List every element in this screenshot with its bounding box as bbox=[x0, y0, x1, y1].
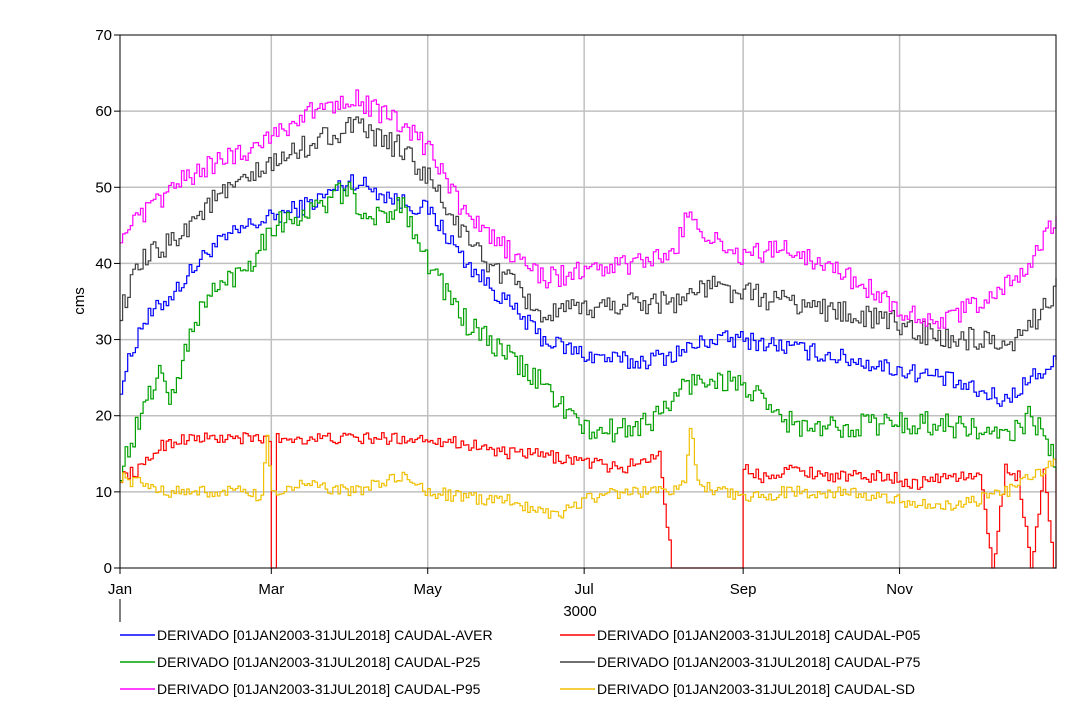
x-tick-label: May bbox=[414, 581, 443, 598]
x-tick-label: Jul bbox=[575, 581, 594, 598]
legend-label: DERIVADO [01JAN2003-31JUL2018] CAUDAL-SD bbox=[597, 681, 915, 697]
legend-label: DERIVADO [01JAN2003-31JUL2018] CAUDAL-P2… bbox=[157, 654, 481, 670]
y-tick-label: 0 bbox=[104, 560, 112, 577]
legend-label: DERIVADO [01JAN2003-31JUL2018] CAUDAL-P0… bbox=[597, 627, 921, 643]
y-tick-label: 10 bbox=[95, 484, 112, 501]
series-line bbox=[120, 427, 1057, 519]
y-tick-label: 60 bbox=[95, 103, 112, 120]
y-tick-label: 70 bbox=[95, 27, 112, 44]
plot-series bbox=[120, 89, 1057, 569]
y-axis-ticks: 0 10 20 30 40 50 60 70 bbox=[95, 27, 120, 577]
x-axis-title: 3000 bbox=[563, 603, 596, 620]
y-tick-label: 40 bbox=[95, 255, 112, 272]
series-line bbox=[120, 432, 1057, 569]
series-line bbox=[120, 89, 1057, 329]
legend: DERIVADO [01JAN2003-31JUL2018] CAUDAL-AV… bbox=[120, 627, 921, 697]
series-line bbox=[120, 116, 1057, 352]
y-axis-title: cms bbox=[71, 287, 88, 315]
x-tick-label: Mar bbox=[258, 581, 284, 598]
plot-frame bbox=[119, 34, 1057, 569]
legend-label: DERIVADO [01JAN2003-31JUL2018] CAUDAL-P7… bbox=[597, 654, 921, 670]
x-tick-label: Nov bbox=[886, 581, 913, 598]
x-axis-ticks: Jan Mar May Jul Sep Nov bbox=[108, 568, 913, 598]
y-tick-label: 20 bbox=[95, 408, 112, 425]
y-tick-label: 50 bbox=[95, 179, 112, 196]
x-tick-label: Jan bbox=[108, 581, 132, 598]
y-tick-label: 30 bbox=[95, 332, 112, 349]
series-line bbox=[120, 181, 1057, 482]
legend-label: DERIVADO [01JAN2003-31JUL2018] CAUDAL-P9… bbox=[157, 681, 481, 697]
series-line bbox=[120, 174, 1057, 407]
legend-label: DERIVADO [01JAN2003-31JUL2018] CAUDAL-AV… bbox=[157, 627, 493, 643]
x-tick-label: Sep bbox=[730, 581, 757, 598]
